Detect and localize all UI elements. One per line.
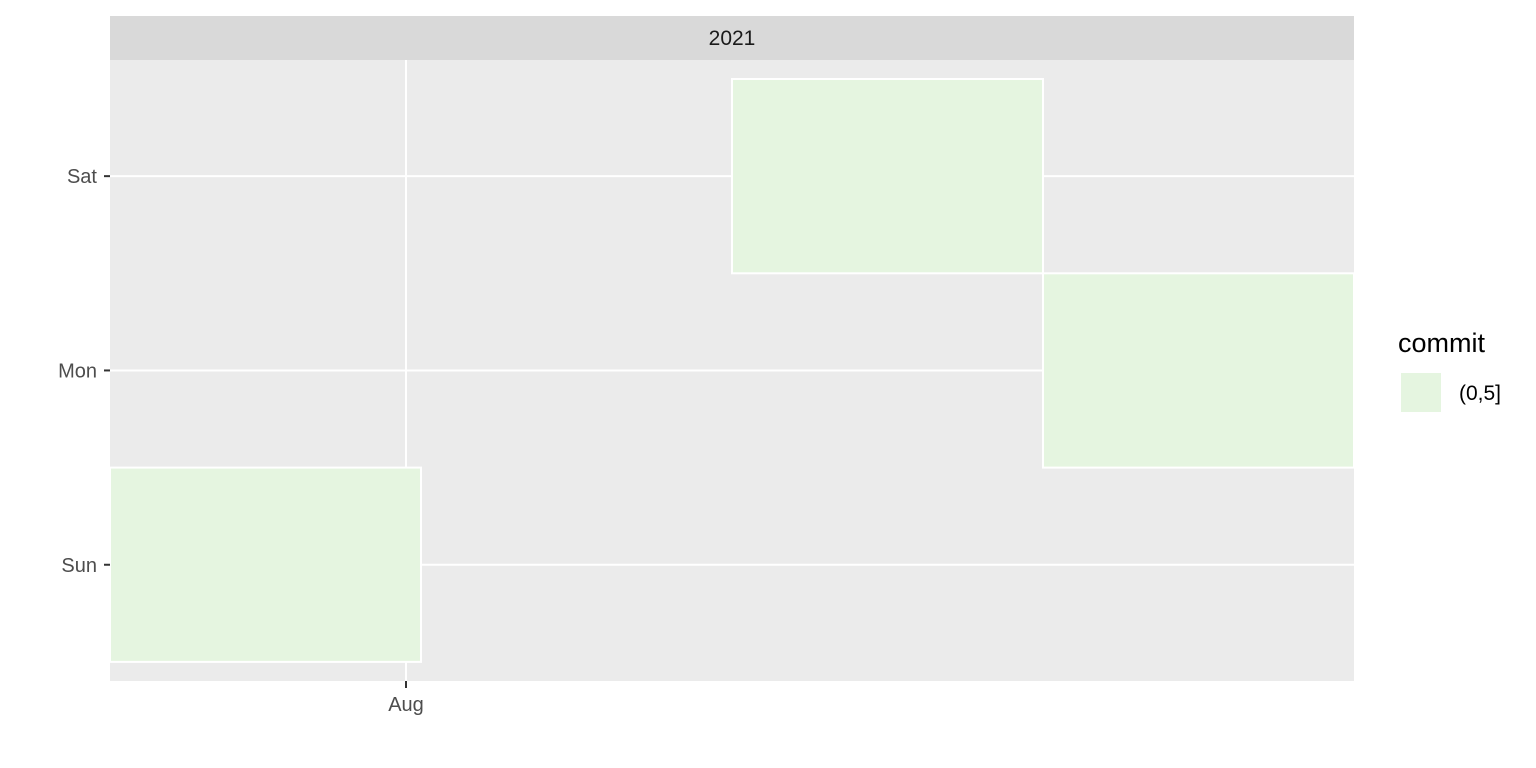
facet-strip-label: 2021 [709,27,756,50]
legend-key-label: (0,5] [1459,382,1501,405]
tile-week1-sun [109,466,422,663]
facet-strip: 2021 [110,16,1354,60]
tile-week3-sat [731,78,1044,275]
legend-key-swatch [1399,371,1443,414]
legend: commit (0,5] [1398,328,1501,414]
facet-strip-background [110,16,1354,60]
tile-week4-mon [1042,272,1355,469]
legend-title: commit [1398,328,1485,358]
y-axis: Sun Mon Sat [58,166,110,577]
y-tick-label-sat: Sat [67,166,97,188]
x-axis: Aug [388,681,424,716]
heatmap-tiles [109,78,1355,663]
y-tick-label-mon: Mon [58,360,97,382]
x-tick-label-aug: Aug [388,694,424,716]
y-tick-label-sun: Sun [61,555,97,577]
